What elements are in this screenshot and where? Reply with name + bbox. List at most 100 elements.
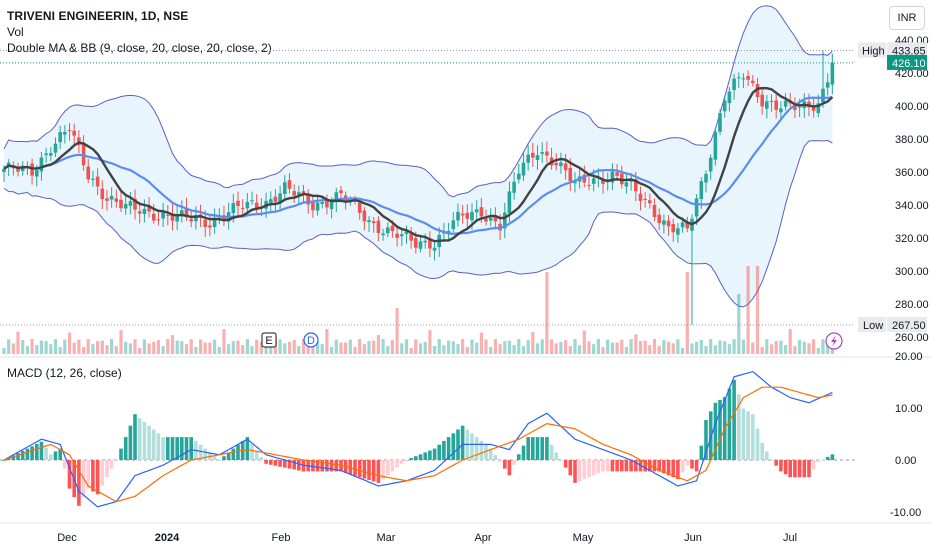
volume-bar [769, 344, 774, 354]
volume-bar [498, 344, 502, 354]
candle-body [240, 208, 245, 210]
macd-histogram-bar [755, 428, 760, 460]
macd-histogram-bar [2, 460, 6, 461]
volume-bar [96, 341, 100, 354]
candle-body [250, 200, 254, 202]
volume-bar [152, 341, 156, 354]
volume-bar [643, 340, 647, 354]
time-axis-label: May [573, 532, 594, 544]
volume-bar [67, 332, 72, 354]
candle-body [367, 220, 371, 223]
volume-bar [648, 345, 652, 354]
macd-histogram-bar [264, 460, 268, 464]
candle-body [418, 241, 423, 249]
macd-histogram-bar [386, 460, 390, 476]
volume-bar [428, 330, 432, 354]
volume-bar [812, 339, 816, 354]
volume-bar [695, 341, 699, 354]
time-axis-label: Jun [684, 532, 702, 544]
volume-bar [16, 331, 20, 354]
candle-body [554, 163, 558, 166]
volume-bar [521, 346, 526, 354]
candle-body [278, 193, 282, 204]
volume-bar [372, 340, 376, 354]
volume-bar [638, 341, 643, 354]
candle-body [194, 216, 198, 222]
volume-bar [634, 334, 638, 354]
volume-bar [503, 341, 507, 354]
low-tag-label: Low [863, 320, 883, 332]
volume-bar [142, 339, 146, 354]
macd-histogram-bar [788, 460, 792, 478]
macd-histogram-bar [830, 454, 835, 460]
volume-bar [610, 342, 614, 354]
volume-bar [620, 339, 624, 354]
macd-histogram-bar [184, 437, 189, 460]
macd-histogram-bar [404, 460, 409, 461]
price-tick-label: 320.00 [895, 233, 929, 245]
ma-20-line [3, 96, 833, 235]
volume-indicator-label[interactable]: Vol [7, 25, 24, 39]
macd-histogram-bar [390, 460, 395, 472]
ma-bb-indicator-label[interactable]: Double MA & BB (9, close, 20, close, 20,… [7, 41, 272, 55]
macd-histogram-bar [825, 456, 830, 460]
macd-line [3, 370, 833, 508]
macd-histogram-bar [236, 444, 240, 460]
candle-body [133, 198, 137, 210]
candle-body [460, 213, 465, 216]
candle-body [44, 153, 48, 156]
candle-body [325, 199, 329, 208]
volume-bar [582, 330, 586, 354]
volume-bar [170, 335, 175, 354]
volume-bar [784, 345, 788, 354]
dividend-marker [303, 332, 319, 348]
volume-bar [400, 343, 404, 354]
macd-histogram-bar [821, 459, 825, 461]
currency-button[interactable]: INR [889, 6, 925, 30]
candle-body [30, 163, 34, 176]
volume-bar [236, 340, 240, 354]
volume-bar [554, 343, 558, 354]
volume-bar [741, 339, 745, 354]
candle-body [821, 88, 825, 103]
volume-bar [316, 341, 320, 354]
macd-histogram-bar [620, 460, 624, 472]
macd-histogram-bar [86, 460, 90, 489]
macd-tick-label: 20.00 [895, 351, 923, 363]
macd-histogram-bar [573, 460, 577, 483]
macd-histogram-bar [180, 437, 184, 460]
volume-bar [765, 339, 769, 354]
volume-bar [255, 340, 259, 354]
volume-bar [189, 339, 193, 354]
candle-body [774, 100, 778, 110]
candle-body [357, 202, 362, 213]
candle-body [624, 182, 629, 187]
volume-bar [732, 339, 736, 354]
macd-histogram-bar [615, 460, 619, 472]
macd-histogram-bar [685, 460, 690, 466]
candle-body [755, 84, 760, 98]
macd-histogram-bar [732, 379, 736, 460]
volume-bar [199, 339, 203, 354]
volume-bar [334, 339, 338, 354]
volume-bar [774, 341, 778, 354]
macd-tick-label: 0.00 [895, 455, 916, 467]
volume-bar [241, 345, 245, 354]
candle-body [423, 240, 427, 243]
volume-bar [564, 340, 568, 354]
earnings-marker-label: E [265, 335, 272, 347]
volume-bar [53, 339, 58, 354]
volume-bar [72, 342, 76, 354]
candle-body [704, 173, 708, 183]
macd-histogram-bar [526, 437, 530, 460]
candle-body [414, 238, 418, 248]
macd-indicator-label[interactable]: MACD (12, 26, close) [7, 366, 122, 380]
candle-body [751, 80, 755, 83]
candle-body [119, 199, 123, 209]
volume-bar [793, 346, 797, 354]
macd-histogram-bar [105, 460, 109, 478]
macd-histogram-bar [512, 460, 516, 465]
macd-histogram-bar [292, 460, 296, 470]
macd-histogram-bar [311, 460, 315, 472]
